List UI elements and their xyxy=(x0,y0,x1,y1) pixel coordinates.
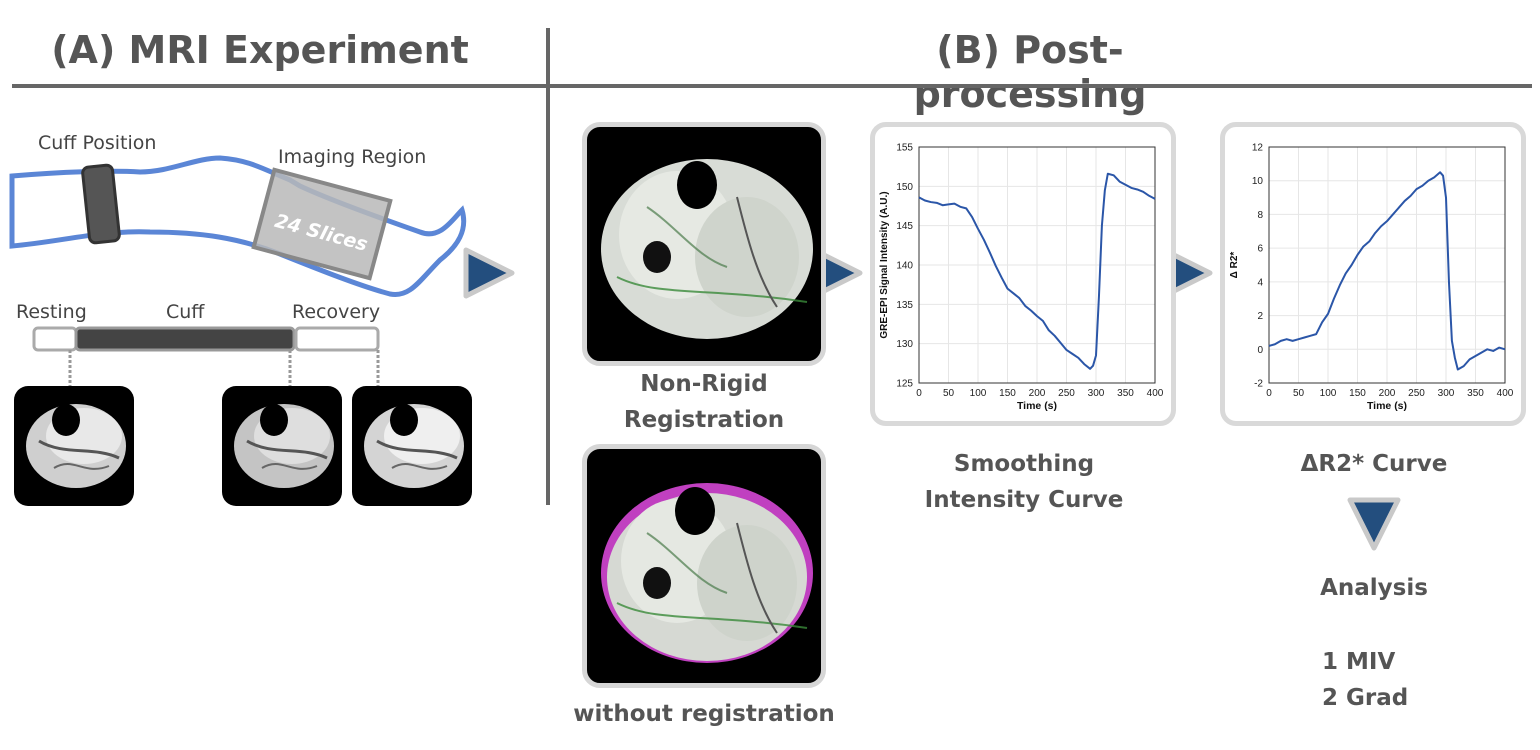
y-tick-label: 145 xyxy=(896,221,913,232)
x-tick-label: 50 xyxy=(1293,388,1305,399)
mri-thumb-resting xyxy=(14,386,134,506)
x-tick-label: 250 xyxy=(1058,388,1075,399)
x-tick-label: 150 xyxy=(1349,388,1366,399)
series-line xyxy=(918,172,1156,370)
x-tick-label: 350 xyxy=(1117,388,1134,399)
dr2-chart-frame: 0 50 100 150 200 250 300 350 400 -2 0 2 4 6 8 10 12 Time … xyxy=(1220,122,1526,426)
plot-area xyxy=(1268,146,1506,384)
series-line xyxy=(1268,171,1506,371)
y-tick-label: 8 xyxy=(1257,210,1263,221)
x-tick-label: 100 xyxy=(970,388,987,399)
nonrigid-registration-image xyxy=(582,122,826,366)
nonrigid-caption: Non-Rigid Registration xyxy=(572,366,836,438)
cuff-bar xyxy=(74,326,296,352)
thigh-cross-section-icon xyxy=(364,404,464,488)
smoothing-caption: Smoothing Intensity Curve xyxy=(874,446,1174,518)
y-tick-label: 125 xyxy=(896,379,913,390)
dr2-chart: 0 50 100 150 200 250 300 350 400-2024681012Time … xyxy=(1229,143,1514,413)
y-axis-label: GRE-EPI Signal Intensity (A.U.) xyxy=(879,191,890,338)
cuff-label: Cuff xyxy=(166,301,205,323)
intensity-chart: 0 50 100 150 200 250 300 350 400 125 130 135 140 145 1… xyxy=(879,143,1164,413)
y-tick-label: 12 xyxy=(1252,143,1264,154)
nonrigid-caption-line2: Registration xyxy=(623,407,785,433)
y-tick-label: -2 xyxy=(1254,379,1263,390)
smoothing-caption-line1: Smoothing xyxy=(953,451,1095,477)
y-tick-label: 130 xyxy=(896,339,913,350)
y-axis-label: Δ R2* xyxy=(1229,252,1240,279)
intensity-chart-frame: 0 50 100 150 200 250 300 350 400 125 130 135 140 145 1… xyxy=(870,122,1176,426)
x-tick-label: 0 xyxy=(916,388,922,399)
x-tick-label: 400 xyxy=(1497,388,1514,399)
title-mri-experiment: (A) MRI Experiment xyxy=(51,28,469,72)
imaging-region-label: Imaging Region xyxy=(278,146,427,168)
x-tick-label: 250 xyxy=(1408,388,1425,399)
y-tick-label: 6 xyxy=(1257,244,1263,255)
cuff-band xyxy=(81,163,121,245)
thigh-cross-section-icon xyxy=(26,404,126,488)
mri-thumb-cuff xyxy=(222,386,342,506)
x-tick-label: 200 xyxy=(1379,388,1396,399)
y-tick-label: 4 xyxy=(1257,277,1263,288)
recovery-bar xyxy=(294,326,380,352)
y-tick-label: 155 xyxy=(896,143,913,154)
dr2-caption: ΔR2* Curve xyxy=(1300,451,1448,477)
y-tick-label: 2 xyxy=(1257,311,1263,322)
leg-illustration xyxy=(9,155,467,298)
leg-outline xyxy=(9,155,467,298)
arrow-down xyxy=(1347,497,1401,551)
thigh-cross-section-icon xyxy=(234,404,334,488)
thigh-registered-icon xyxy=(601,159,813,339)
x-tick-label: 200 xyxy=(1029,388,1046,399)
y-tick-label: 135 xyxy=(896,300,913,311)
nonrigid-caption-line1: Non-Rigid xyxy=(640,371,768,397)
x-tick-label: 350 xyxy=(1467,388,1484,399)
cuff-position-label: Cuff Position xyxy=(38,132,157,154)
mri-thumb-recovery xyxy=(352,386,472,506)
without-registration-caption: without registration xyxy=(573,701,835,727)
recovery-label: Recovery xyxy=(292,301,381,323)
x-tick-label: 50 xyxy=(943,388,955,399)
y-tick-label: 10 xyxy=(1252,176,1264,187)
analysis-item-2: 2 Grad xyxy=(1322,685,1409,711)
x-tick-label: 300 xyxy=(1438,388,1455,399)
y-tick-label: 0 xyxy=(1257,345,1263,356)
analysis-title: Analysis xyxy=(1320,575,1428,601)
resting-label: Resting xyxy=(16,301,87,323)
timeline-bars xyxy=(32,326,380,390)
x-tick-label: 150 xyxy=(999,388,1016,399)
title-post-processing: (B) Post-processing xyxy=(913,28,1147,116)
analysis-item-1: 1 MIV xyxy=(1322,649,1396,675)
x-tick-label: 0 xyxy=(1266,388,1272,399)
x-tick-label: 100 xyxy=(1320,388,1337,399)
plot-area xyxy=(918,146,1156,384)
without-registration-image xyxy=(582,444,826,688)
imaging-slab xyxy=(251,167,393,281)
y-tick-label: 140 xyxy=(896,261,913,272)
thigh-unregistered-icon xyxy=(601,483,813,663)
arrow-right-1 xyxy=(463,247,515,299)
x-axis-label: Time (s) xyxy=(1367,400,1407,412)
smoothing-caption-line2: Intensity Curve xyxy=(924,487,1124,513)
x-axis-label: Time (s) xyxy=(1017,400,1057,412)
y-tick-label: 150 xyxy=(896,182,913,193)
x-tick-label: 400 xyxy=(1147,388,1164,399)
x-tick-label: 300 xyxy=(1088,388,1105,399)
